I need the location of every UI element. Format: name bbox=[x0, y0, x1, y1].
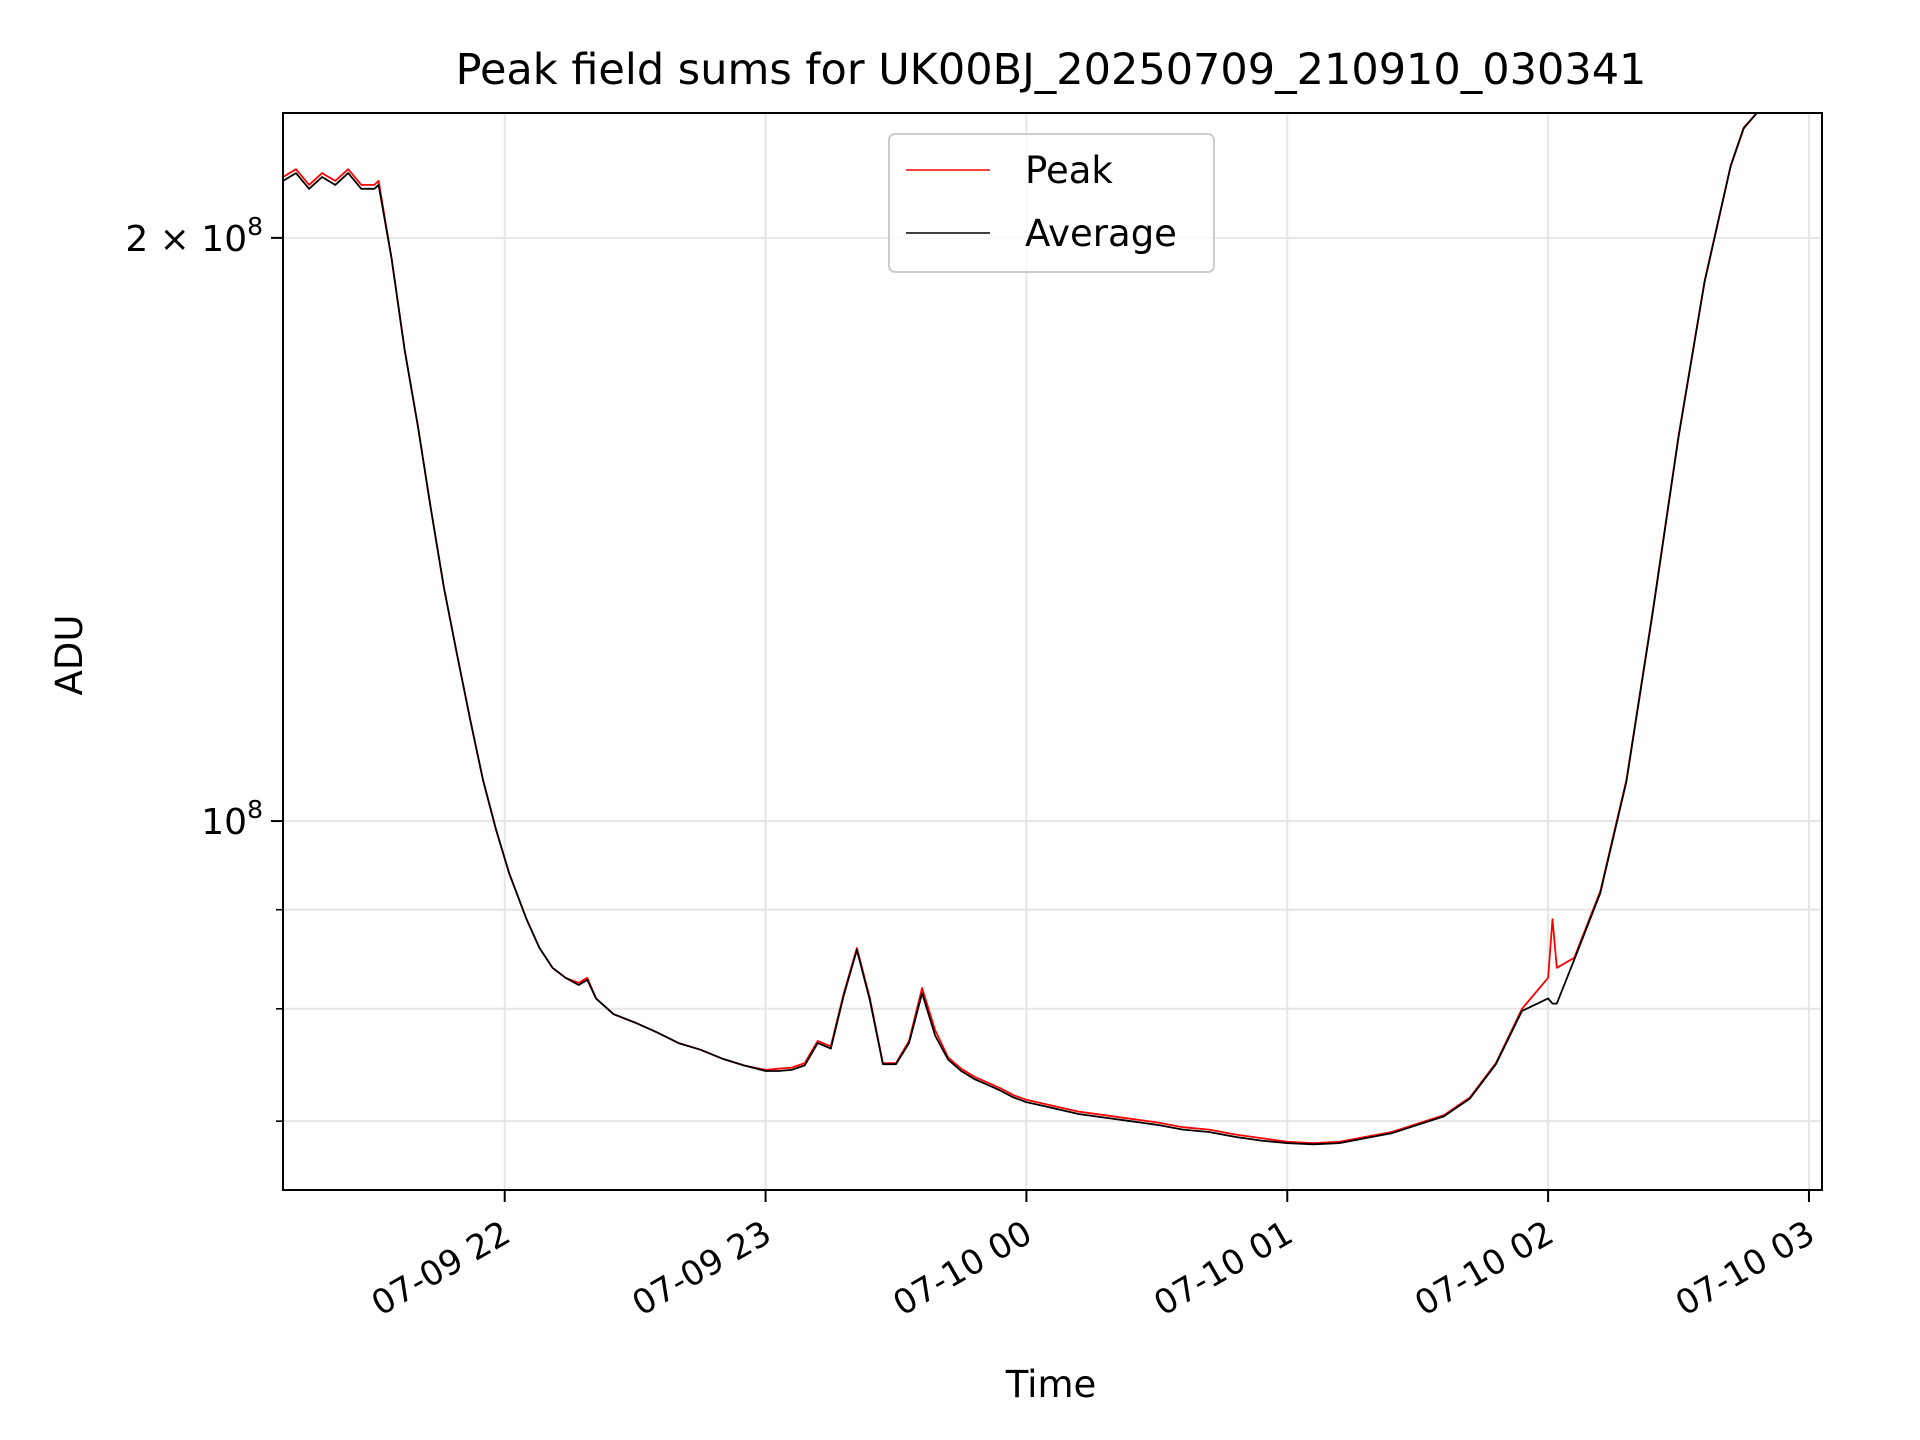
legend-label-average: Average bbox=[1025, 212, 1177, 255]
axes-frame bbox=[282, 112, 1823, 1191]
y-tick-label: 2 × 108 bbox=[125, 212, 263, 260]
y-axis-ticks: 108 2 × 108 bbox=[125, 212, 283, 1122]
y-tick-label: 108 bbox=[201, 795, 263, 843]
x-axis-label: Time bbox=[1005, 1363, 1097, 1406]
y-axis-label: ADU bbox=[48, 615, 91, 696]
chart-title: Peak field sums for UK00BJ_20250709_2109… bbox=[456, 45, 1647, 95]
series-line-average bbox=[282, 112, 1758, 1146]
legend-box bbox=[888, 133, 1215, 273]
series-lines bbox=[282, 112, 1758, 1146]
legend-label-peak: Peak bbox=[1025, 149, 1113, 192]
legend: Peak Average bbox=[888, 133, 1215, 273]
